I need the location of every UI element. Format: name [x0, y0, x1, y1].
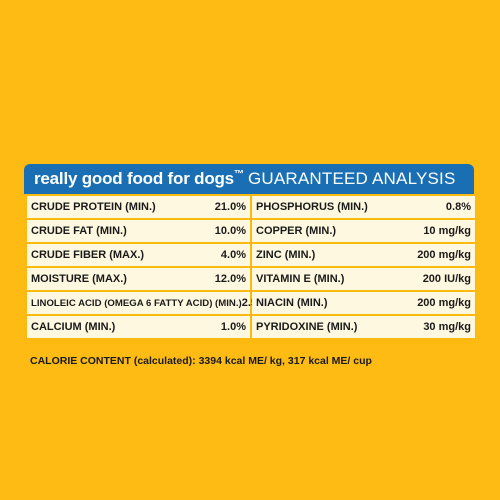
- nutrient-cell: NIACIN (MIN.) 200 mg/kg: [252, 292, 475, 314]
- guaranteed-analysis-panel: really good food for dogs ™ GUARANTEED AN…: [24, 164, 476, 367]
- calorie-content: CALORIE CONTENT (calculated): 3394 kcal …: [30, 355, 372, 367]
- nutrient-name: VITAMIN E (MIN.): [256, 273, 345, 285]
- nutrient-name: MOISTURE (MAX.): [31, 273, 127, 285]
- nutrient-cell: PYRIDOXINE (MIN.) 30 mg/kg: [252, 316, 475, 338]
- nutrient-value: 0.8%: [445, 201, 471, 213]
- nutrient-name: LINOLEIC ACID (OMEGA 6 FATTY ACID) (MIN.…: [31, 297, 242, 309]
- table-row: CALCIUM (MIN.) 1.0% PYRIDOXINE (MIN.) 30…: [27, 316, 475, 338]
- nutrient-value: 1.0%: [220, 321, 246, 333]
- table-row: MOISTURE (MAX.) 12.0% VITAMIN E (MIN.) 2…: [27, 268, 475, 290]
- nutrient-name: PHOSPHORUS (MIN.): [256, 201, 368, 213]
- nutrient-cell: ZINC (MIN.) 200 mg/kg: [252, 244, 475, 266]
- nutrient-value: 30 mg/kg: [423, 321, 471, 333]
- nutrient-name: CALCIUM (MIN.): [31, 321, 116, 333]
- nutrient-value: 21.0%: [214, 201, 246, 213]
- nutrient-value: 200 IU/kg: [422, 273, 471, 285]
- nutrient-cell: CALCIUM (MIN.) 1.0%: [27, 316, 250, 338]
- nutrient-name: PYRIDOXINE (MIN.): [256, 321, 358, 333]
- analysis-title: GUARANTEED ANALYSIS: [247, 169, 456, 188]
- nutrient-cell: MOISTURE (MAX.) 12.0%: [27, 268, 250, 290]
- nutrient-value: 12.0%: [214, 273, 246, 285]
- nutrient-value: 200 mg/kg: [417, 297, 471, 309]
- nutrient-name: COPPER (MIN.): [256, 225, 337, 237]
- analysis-header: really good food for dogs ™ GUARANTEED AN…: [24, 164, 474, 194]
- nutrient-value: 10.0%: [214, 225, 246, 237]
- nutrient-cell: CRUDE PROTEIN (MIN.) 21.0%: [27, 196, 250, 218]
- nutrient-name: CRUDE PROTEIN (MIN.): [31, 201, 156, 213]
- nutrient-name: CRUDE FAT (MIN.): [31, 225, 127, 237]
- nutrient-cell: PHOSPHORUS (MIN.) 0.8%: [252, 196, 475, 218]
- trademark-symbol: ™: [233, 168, 244, 180]
- nutrient-cell: VITAMIN E (MIN.) 200 IU/kg: [252, 268, 475, 290]
- nutrient-cell: COPPER (MIN.) 10 mg/kg: [252, 220, 475, 242]
- brand-tagline: really good food for dogs: [34, 169, 234, 188]
- table-row: CRUDE PROTEIN (MIN.) 21.0% PHOSPHORUS (M…: [27, 196, 475, 218]
- analysis-table: CRUDE PROTEIN (MIN.) 21.0% PHOSPHORUS (M…: [27, 196, 475, 340]
- nutrient-name: NIACIN (MIN.): [256, 297, 328, 309]
- nutrient-name: CRUDE FIBER (MAX.): [31, 249, 145, 261]
- nutrient-value: 4.0%: [220, 249, 246, 261]
- nutrient-name: ZINC (MIN.): [256, 249, 316, 261]
- nutrient-cell: LINOLEIC ACID (OMEGA 6 FATTY ACID) (MIN.…: [27, 292, 267, 314]
- nutrient-value: 10 mg/kg: [423, 225, 471, 237]
- table-row: CRUDE FAT (MIN.) 10.0% COPPER (MIN.) 10 …: [27, 220, 475, 242]
- nutrient-value: 200 mg/kg: [417, 249, 471, 261]
- nutrient-cell: CRUDE FIBER (MAX.) 4.0%: [27, 244, 250, 266]
- nutrient-cell: CRUDE FAT (MIN.) 10.0%: [27, 220, 250, 242]
- table-row: CRUDE FIBER (MAX.) 4.0% ZINC (MIN.) 200 …: [27, 244, 475, 266]
- table-row: LINOLEIC ACID (OMEGA 6 FATTY ACID) (MIN.…: [27, 292, 475, 314]
